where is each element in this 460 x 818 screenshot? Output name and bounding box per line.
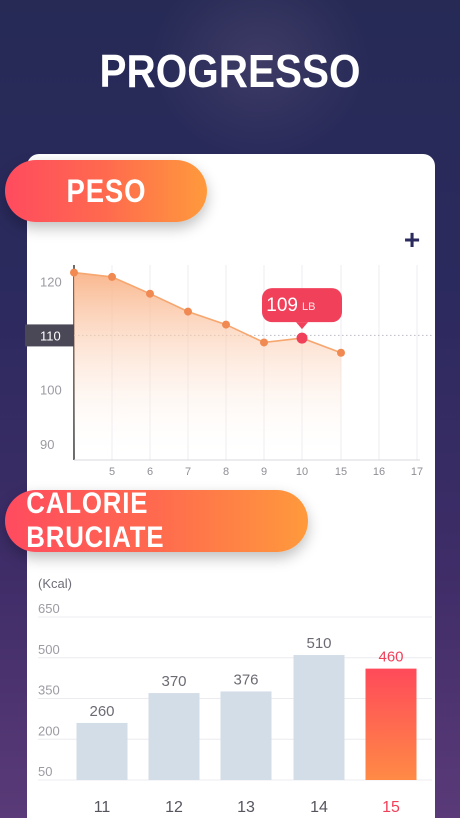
add-weight-button[interactable]: + (403, 224, 421, 255)
bar-value-label: 370 (161, 673, 186, 690)
y-tick-label: 120 (40, 274, 62, 289)
weight-point (108, 272, 116, 281)
current-weight-value: 109 (266, 295, 298, 316)
bar-value-label: 260 (89, 703, 114, 720)
x-tick-label: 15 (382, 799, 400, 816)
bar (220, 691, 272, 780)
calories-unit-label: (Kcal) (38, 576, 72, 591)
weight-area (73, 271, 342, 460)
weight-point (146, 289, 154, 298)
x-tick-label: 12 (165, 799, 183, 816)
y-tick-label: 50 (38, 764, 52, 779)
y-tick-label: 650 (38, 601, 60, 616)
x-tick-label: 11 (94, 799, 111, 816)
weight-area-fill (74, 272, 341, 460)
bar-value-label: 510 (306, 635, 331, 652)
weight-line (73, 271, 342, 354)
y-tick-label: 500 (38, 642, 60, 657)
x-tick-label: 14 (310, 799, 328, 816)
x-tick-label: 15 (335, 466, 347, 478)
weight-section-pill: PESO (5, 160, 207, 222)
current-level-badge (25, 324, 74, 347)
bar-value-label: 376 (233, 671, 258, 688)
weight-point (184, 307, 192, 316)
weight-point (260, 338, 268, 347)
y-tick-label: 350 (38, 683, 60, 698)
calories-section-pill: CALORIE BRUCIATE (5, 487, 308, 554)
y-tick-label: 110 (40, 328, 61, 343)
x-tick-label: 6 (147, 466, 153, 478)
y-tick-label: 90 (40, 437, 54, 452)
calories-section-label: CALORIE BRUCIATE (26, 487, 165, 554)
x-tick-label: 10 (296, 466, 308, 478)
bar (76, 722, 128, 780)
x-tick-label: 17 (411, 466, 423, 478)
x-tick-label: 16 (373, 466, 385, 478)
x-tick-label: 5 (109, 466, 115, 478)
current-weight-unit: LB (302, 301, 315, 313)
weight-point (222, 320, 230, 329)
weight-point (70, 268, 78, 277)
weight-highlight: 109 LB (262, 288, 342, 344)
bar (365, 668, 417, 780)
x-tick-label: 7 (185, 466, 191, 478)
highlight-point (296, 332, 308, 344)
y-tick-label: 100 (40, 383, 62, 398)
bar-value-label: 460 (378, 649, 403, 666)
background-glow (150, 0, 370, 160)
weight-point (337, 348, 345, 357)
y-tick-label: 200 (38, 723, 60, 738)
x-tick-label: 8 (223, 466, 229, 478)
calories-chart: (Kcal) 650 500 350 200 50 260 11 370 12 376 13 510 14… (38, 576, 432, 816)
value-bubble-tail (296, 322, 308, 330)
value-bubble (262, 288, 342, 323)
weight-axis-labels: 120 110 100 90 5 6 7 8 9 10 15 16 17 (25, 274, 423, 478)
x-tick-label: 13 (237, 799, 255, 816)
weight-section-label: PESO (66, 172, 146, 209)
page-title: PROGRESSO (99, 45, 361, 97)
bar (148, 693, 200, 780)
x-tick-label: 9 (261, 466, 267, 478)
bar (293, 655, 345, 780)
weight-points (70, 268, 345, 357)
